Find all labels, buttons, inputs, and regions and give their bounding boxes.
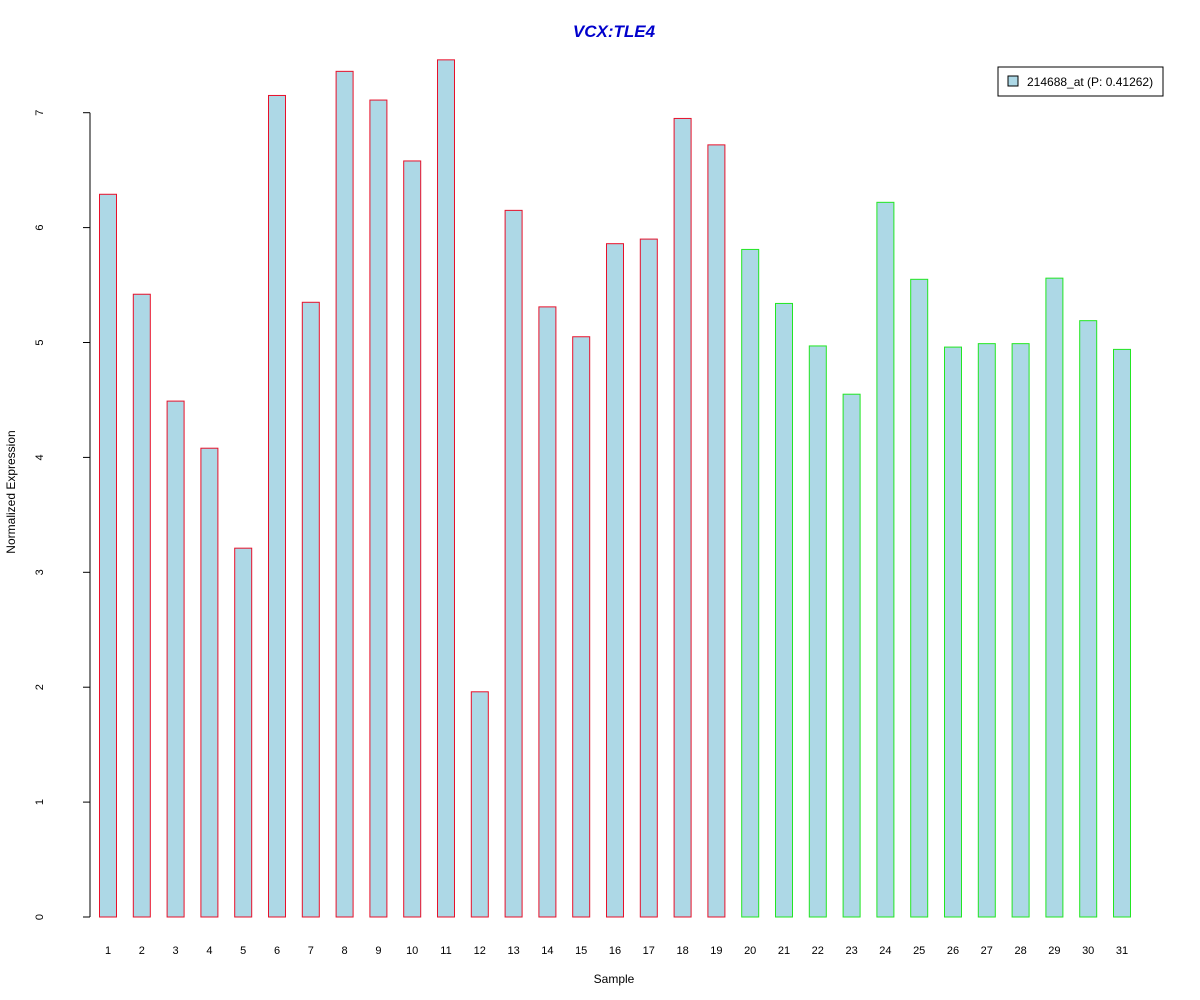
bar (99, 193, 117, 918)
legend-swatch (1007, 75, 1019, 87)
bar (1045, 277, 1064, 918)
bar (504, 209, 523, 918)
x-tick-label: 28 (1014, 945, 1026, 957)
bar (910, 278, 929, 918)
y-tick-label: 3 (34, 569, 46, 575)
x-tick-label: 3 (173, 945, 179, 957)
legend-box (997, 66, 1164, 97)
bar (842, 393, 861, 918)
x-tick-label: 18 (676, 945, 688, 957)
x-tick-label: 7 (308, 945, 314, 957)
bar (1079, 320, 1098, 918)
bar (268, 94, 286, 918)
x-tick-label: 30 (1082, 945, 1094, 957)
y-tick-label: 1 (34, 799, 46, 805)
bar (944, 346, 962, 918)
x-tick-label: 13 (507, 945, 519, 957)
x-tick-label: 25 (913, 945, 925, 957)
x-tick-label: 15 (575, 945, 587, 957)
bar (132, 293, 151, 918)
bars-group (99, 59, 1131, 918)
x-tick-label: 2 (139, 945, 145, 957)
bar (301, 301, 320, 918)
bar (437, 59, 455, 918)
y-tick-label: 6 (34, 225, 46, 231)
bar (606, 243, 624, 918)
x-tick-label: 16 (609, 945, 621, 957)
bar (707, 144, 726, 918)
x-axis-label: Sample (594, 972, 635, 986)
x-tick-label: 1 (105, 945, 111, 957)
bar (808, 345, 827, 918)
bar (470, 691, 489, 918)
bar (403, 160, 422, 918)
x-tick-label: 26 (947, 945, 959, 957)
x-tick-label: 20 (744, 945, 756, 957)
bar (741, 248, 760, 918)
bar (639, 238, 658, 918)
y-tick-label: 7 (34, 110, 46, 116)
x-tick-label: 29 (1048, 945, 1060, 957)
x-tick-label: 27 (981, 945, 993, 957)
x-tick-label: 31 (1116, 945, 1128, 957)
bar (876, 201, 895, 918)
bar (335, 70, 354, 918)
x-tick-label: 5 (240, 945, 246, 957)
x-tick-label: 17 (643, 945, 655, 957)
x-tick-label: 6 (274, 945, 280, 957)
bar (775, 302, 793, 918)
x-tick-label: 12 (474, 945, 486, 957)
chart-title: VCX:TLE4 (573, 22, 656, 41)
x-tick-label: 9 (375, 945, 381, 957)
y-axis: 0 1 2 3 4 5 6 7 (34, 110, 91, 920)
bar (200, 447, 219, 918)
legend-label: 214688_at (P: 0.41262) (1027, 75, 1153, 89)
y-tick-label: 5 (34, 339, 46, 345)
bar (977, 343, 996, 918)
bar (538, 306, 557, 918)
bar (1011, 343, 1030, 918)
x-tick-labels: 1 2 3 4 5 6 7 8 9 10 11 12 13 14 15 16 17 18 19 20 21 22 23 24 2… (105, 945, 1128, 957)
bar (369, 99, 388, 918)
y-tick-label: 2 (34, 684, 46, 690)
x-tick-label: 8 (342, 945, 348, 957)
x-tick-label: 11 (440, 945, 451, 957)
y-axis-label: Normalized Expression (4, 430, 18, 553)
x-tick-label: 21 (778, 945, 790, 957)
y-tick-label: 4 (34, 454, 46, 460)
x-tick-label: 14 (541, 945, 553, 957)
legend: 214688_at (P: 0.41262) (997, 66, 1164, 97)
x-tick-label: 24 (879, 945, 891, 957)
bar (572, 336, 591, 918)
bar (1113, 348, 1131, 918)
y-tick-label: 0 (34, 914, 46, 920)
bar (673, 117, 692, 918)
x-tick-label: 23 (845, 945, 857, 957)
x-tick-label: 4 (206, 945, 212, 957)
bar (166, 400, 185, 918)
x-tick-label: 19 (710, 945, 722, 957)
x-tick-label: 10 (406, 945, 418, 957)
bar (234, 547, 253, 918)
x-tick-label: 22 (812, 945, 824, 957)
